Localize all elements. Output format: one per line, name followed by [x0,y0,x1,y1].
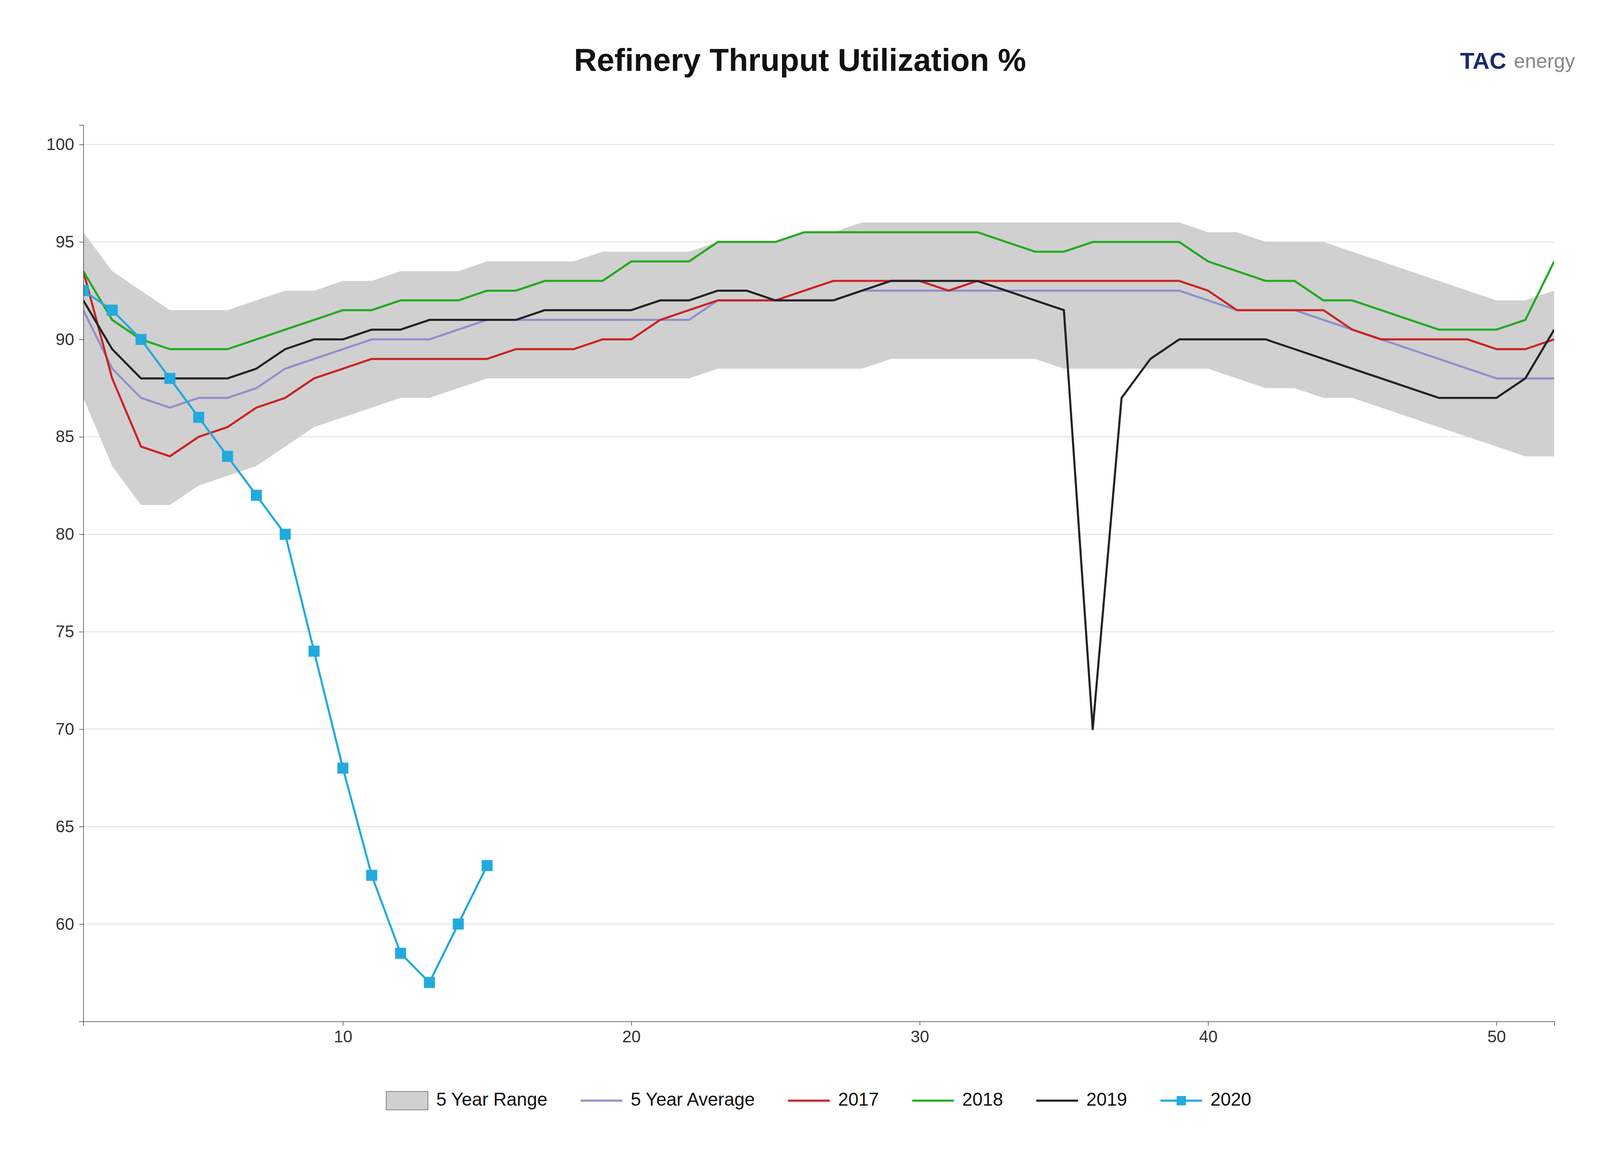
legend-label: 5 Year Range [436,1088,548,1110]
x-tick: 40 [1199,1021,1218,1046]
legend-item: 2018 [912,1088,1003,1110]
y-tick: 90 [55,330,84,349]
x-tick: 20 [622,1021,641,1046]
legend-swatch [1176,1095,1186,1105]
marker [308,645,320,657]
marker [395,947,406,959]
grid-line [83,631,1555,633]
tick-label: 20 [622,1027,641,1046]
marker [135,333,147,345]
y-tick: 65 [55,817,84,836]
grid-line [83,144,1555,145]
marker [337,762,349,774]
tick-mark [79,144,84,145]
y-tick: 80 [55,524,84,543]
annotation: TAC [1460,47,1507,74]
legend-swatch [580,1099,623,1102]
axis-line [83,1021,1555,1026]
y-tick: 70 [55,719,84,738]
tick-label: 70 [55,719,75,738]
tick-label: 75 [55,622,75,641]
title: Refinery Thruput Utilization % [573,42,1026,78]
chart: Refinery Thruput Utilization % energy TAC 1… [0,0,1600,1159]
tick-label: 10 [333,1027,353,1046]
tick-label: 90 [55,330,75,349]
tick-label: 80 [55,524,75,543]
tick-label: 85 [55,427,75,446]
tick-mark [79,436,84,438]
legend-swatch [386,1091,428,1110]
grid-line [83,533,1555,535]
tick-label: 50 [1487,1027,1507,1046]
tick-mark [79,631,84,633]
marker [222,450,233,462]
legend-label: 5 Year Average [630,1088,755,1110]
grid [83,144,1555,924]
marker [279,528,291,540]
tick-mark [342,1021,344,1026]
y-tick: 100 [46,135,84,154]
legend-swatch [787,1099,830,1102]
tick-label: 65 [55,817,75,836]
annotation: energy [1513,50,1575,73]
x-tick: 10 [333,1021,353,1046]
x-axis: 10 20 30 40 50 [83,1021,1555,1046]
grid-line [83,728,1555,730]
tick-mark [1496,1021,1498,1026]
tick-mark [79,242,84,243]
series-line [83,290,488,983]
legend-item: 2017 [787,1088,879,1110]
tick-mark [79,339,84,340]
series-line [83,271,1555,457]
y-axis: 60 65 70 75 80 85 90 95 100 [46,125,84,1022]
series-line [83,290,1555,408]
series-line [83,232,1555,350]
plot-area [83,222,1555,988]
marker [164,372,175,384]
tick-label: 95 [55,232,75,251]
tick-mark [79,826,84,827]
marker [366,869,378,881]
series-line [83,280,1555,730]
tick-mark [79,729,84,730]
y-tick: 95 [55,232,84,251]
tick-mark [1207,1021,1209,1026]
marker [193,411,205,423]
marker [423,976,435,988]
tick-label: 40 [1199,1027,1218,1046]
marker [452,918,464,930]
tick-label: 100 [46,135,75,154]
legend-item: 2019 [1036,1088,1128,1110]
legend-label: 2018 [962,1088,1003,1110]
y-tick: 75 [55,622,84,641]
marker [83,285,89,296]
legend-swatch [1036,1099,1078,1102]
legend-item: 5 Year Average [580,1088,755,1110]
axis-line [79,125,84,1022]
grid-line [83,923,1555,925]
grid-line [83,436,1555,438]
legend-item: 2020 [1160,1088,1252,1110]
legend-label: 2020 [1210,1088,1252,1110]
x-tick: 30 [910,1021,930,1046]
legend: 5 Year Range 5 Year Average 2017 2018 2019 20… [386,1088,1252,1110]
tick-mark [79,923,84,925]
marker [481,860,493,871]
y-tick: 60 [55,914,84,933]
tick-label: 60 [55,914,75,933]
marker [250,489,262,501]
tick-mark [79,534,84,535]
legend-swatch [912,1099,954,1102]
x-tick: 50 [1487,1021,1507,1046]
y-tick: 85 [55,427,84,446]
tick-mark [631,1021,632,1026]
range-band [83,222,1555,505]
tick-label: 30 [910,1027,930,1046]
grid-line [83,825,1555,827]
marker [106,304,118,316]
tick-mark [919,1021,920,1026]
legend-item: 5 Year Range [386,1088,548,1110]
legend-label: 2019 [1086,1088,1128,1110]
legend-label: 2017 [837,1088,879,1110]
